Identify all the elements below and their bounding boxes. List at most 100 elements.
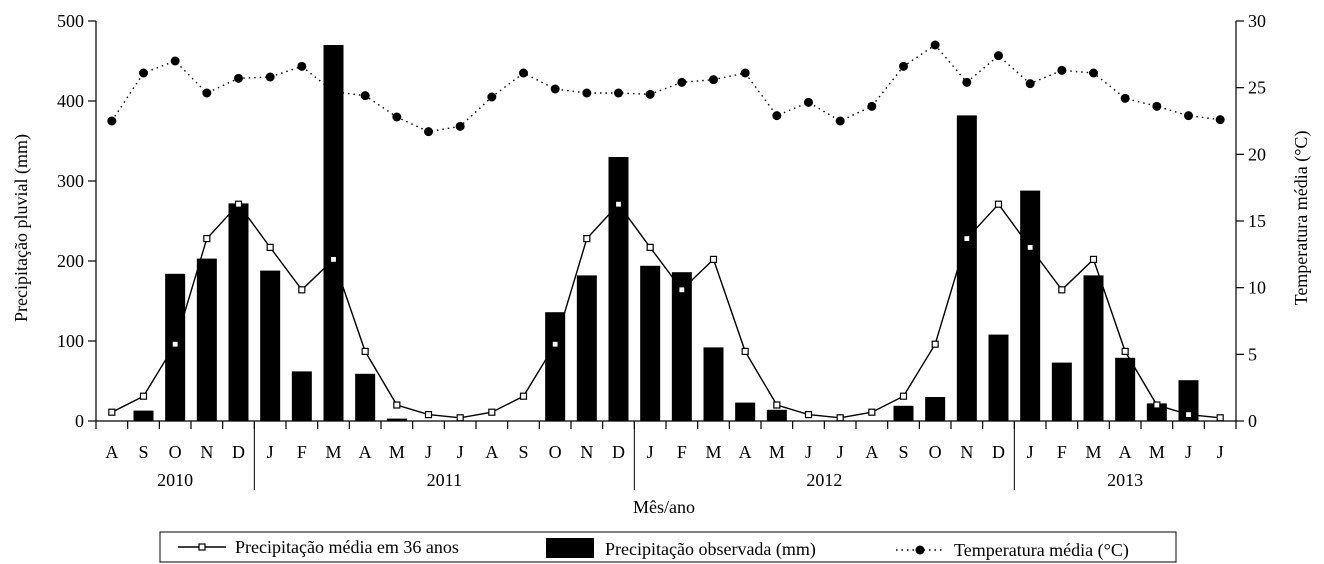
average-point	[203, 235, 211, 243]
temperature-point	[867, 101, 877, 111]
average-point	[266, 243, 274, 251]
temperature-point	[519, 68, 528, 78]
temperature-point	[962, 77, 972, 87]
x-tick-label: F	[677, 442, 687, 462]
average-point	[1089, 255, 1098, 263]
bar	[1146, 403, 1167, 421]
x-tick-label: M	[705, 442, 721, 462]
average-point	[931, 340, 939, 348]
x-tick-label: O	[169, 442, 182, 462]
x-tick-label: J	[837, 442, 844, 462]
temperature-point	[170, 56, 180, 66]
bar	[956, 115, 977, 422]
temperature-point	[297, 61, 307, 71]
x-tick-label: J	[805, 442, 812, 462]
temperature-line	[107, 40, 1225, 137]
y2-tick-label: 25	[1248, 78, 1266, 98]
bar	[735, 402, 756, 421]
average-point	[1184, 411, 1193, 419]
bar	[703, 347, 724, 421]
temperature-point	[899, 61, 908, 71]
temperature-point	[234, 73, 243, 83]
x-tick-label: D	[992, 442, 1005, 462]
temperature-point	[202, 88, 212, 98]
average-point	[234, 200, 243, 208]
average-point	[329, 255, 338, 263]
x-tick-label: A	[359, 442, 372, 462]
bar	[291, 371, 312, 421]
temperature-point	[645, 89, 655, 99]
bar	[608, 157, 629, 421]
temperature-point	[329, 87, 338, 97]
temperature-point	[677, 77, 687, 87]
x-tick-label: J	[457, 442, 464, 462]
y-tick-label: 400	[57, 91, 84, 111]
x-tick-label: S	[138, 442, 148, 462]
average-point	[836, 414, 844, 422]
y-tick-label: 300	[57, 171, 84, 191]
average-point	[994, 200, 1003, 208]
average-point	[773, 401, 781, 409]
temperature-point	[487, 92, 497, 102]
y2-tick-label: 30	[1248, 11, 1266, 31]
precipitation-bars	[133, 45, 1199, 422]
y-tick-label: 200	[57, 251, 84, 271]
y2-tick-label: 15	[1248, 211, 1266, 231]
year-label: 2010	[157, 470, 193, 490]
legend-temp-label: Temperatura média (°C)	[954, 540, 1129, 561]
x-tick-label: A	[739, 442, 752, 462]
temperature-point	[550, 84, 560, 94]
temperature-point	[139, 68, 148, 78]
temperature-point	[455, 121, 465, 131]
temperature-point	[107, 116, 117, 126]
x-tick-label: J	[267, 442, 274, 462]
average-point	[899, 392, 908, 400]
legend-bar-symbol	[546, 538, 594, 558]
bar	[1115, 357, 1136, 421]
bar	[1020, 190, 1041, 421]
y-axis-title: Precipitação pluvial (mm)	[11, 134, 32, 322]
x-tick-label: J	[647, 442, 654, 462]
legend-bar-label: Precipitação observada (mm)	[605, 539, 816, 560]
average-point	[519, 392, 528, 400]
bar	[893, 405, 914, 421]
average-point	[298, 286, 306, 294]
x-tick-label: M	[1085, 442, 1101, 462]
temperature-point	[1057, 65, 1067, 75]
temperature-point	[994, 51, 1003, 61]
x-tick-label: J	[1027, 442, 1034, 462]
legend: Precipitação média em 36 anos Precipitaç…	[159, 531, 1177, 563]
y-tick-label: 100	[57, 331, 84, 351]
bar	[766, 409, 787, 421]
bar	[545, 312, 566, 421]
bar	[925, 397, 946, 421]
temperature-point	[424, 127, 433, 137]
bar	[355, 373, 376, 421]
average-point	[804, 411, 813, 419]
x-tick-label: M	[389, 442, 405, 462]
y-tick-label: 0	[75, 411, 84, 431]
x-tick-label: D	[612, 442, 625, 462]
temperature-point	[392, 112, 402, 122]
temperature-point	[360, 91, 370, 101]
year-label: 2012	[806, 470, 842, 490]
x-tick-label: J	[425, 442, 432, 462]
x-tick-label: M	[325, 442, 341, 462]
average-point	[456, 414, 464, 422]
bar	[133, 410, 154, 421]
average-point	[678, 286, 686, 294]
average-point	[614, 200, 623, 208]
x-tick-label: F	[297, 442, 307, 462]
year-label: 2013	[1107, 470, 1143, 490]
average-point	[868, 408, 876, 416]
temperature-line-path	[111, 44, 1221, 133]
average-line-path	[111, 203, 1221, 419]
bar	[988, 334, 1009, 421]
average-point	[646, 243, 654, 251]
x-tick-label: J	[1185, 442, 1192, 462]
temperature-point	[1152, 101, 1162, 111]
average-point	[551, 340, 559, 348]
bar	[671, 272, 692, 421]
x-tick-label: N	[960, 442, 973, 462]
